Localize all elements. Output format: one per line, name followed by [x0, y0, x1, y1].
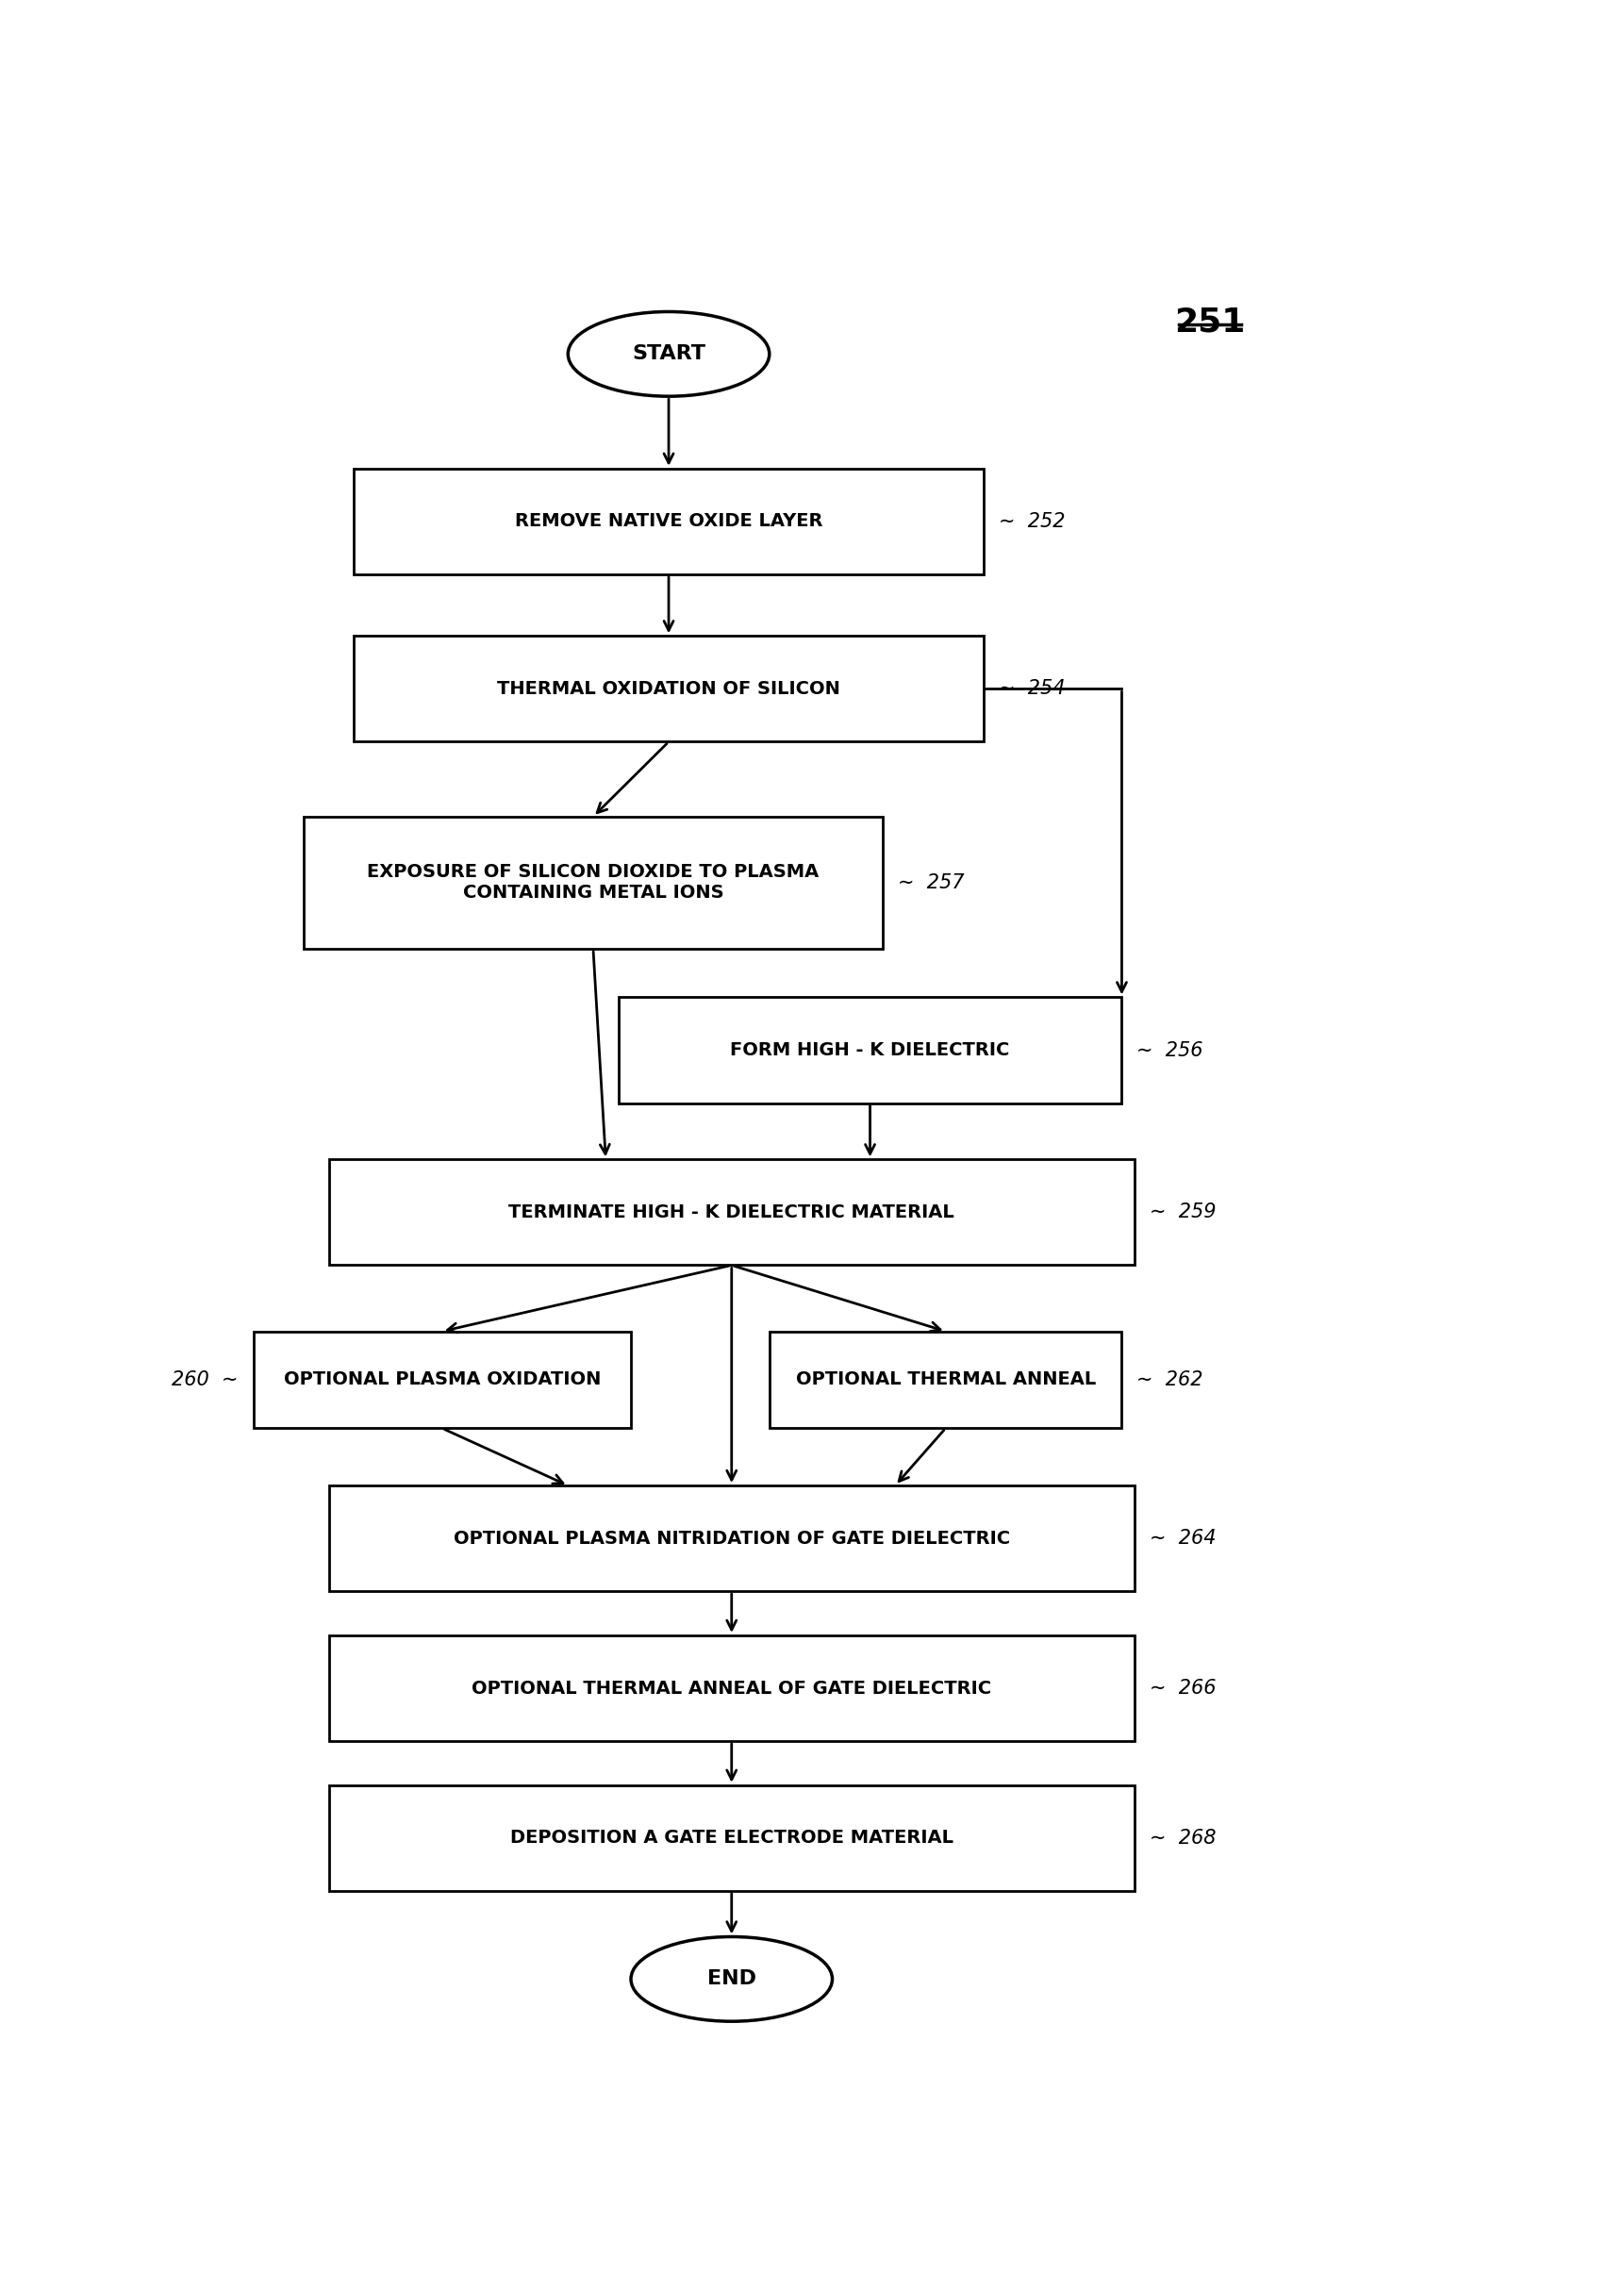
Text: ∼  252: ∼ 252 — [999, 513, 1065, 531]
Text: ∼  264: ∼ 264 — [1150, 1529, 1216, 1547]
Text: OPTIONAL THERMAL ANNEAL: OPTIONAL THERMAL ANNEAL — [796, 1371, 1096, 1389]
FancyBboxPatch shape — [328, 1486, 1134, 1591]
Text: EXPOSURE OF SILICON DIOXIDE TO PLASMA
CONTAINING METAL IONS: EXPOSURE OF SILICON DIOXIDE TO PLASMA CO… — [367, 863, 818, 902]
Text: START: START — [632, 346, 705, 364]
Text: TERMINATE HIGH - K DIELECTRIC MATERIAL: TERMINATE HIGH - K DIELECTRIC MATERIAL — [508, 1204, 955, 1222]
Text: ∼  262: ∼ 262 — [1137, 1371, 1203, 1389]
Text: 260  ∼: 260 ∼ — [172, 1371, 239, 1389]
Text: ∼  256: ∼ 256 — [1137, 1041, 1203, 1060]
Text: ∼  254: ∼ 254 — [999, 680, 1065, 698]
Text: ∼  257: ∼ 257 — [898, 874, 965, 893]
Text: OPTIONAL PLASMA NITRIDATION OF GATE DIELECTRIC: OPTIONAL PLASMA NITRIDATION OF GATE DIEL… — [453, 1529, 1010, 1547]
Text: END: END — [706, 1969, 757, 1989]
Text: DEPOSITION A GATE ELECTRODE MATERIAL: DEPOSITION A GATE ELECTRODE MATERIAL — [510, 1829, 953, 1847]
Text: FORM HIGH - K DIELECTRIC: FORM HIGH - K DIELECTRIC — [731, 1041, 1010, 1060]
Text: ∼  268: ∼ 268 — [1150, 1829, 1216, 1847]
Text: 251: 251 — [1174, 307, 1246, 339]
FancyBboxPatch shape — [328, 1785, 1134, 1891]
Text: ∼  259: ∼ 259 — [1150, 1204, 1216, 1222]
Ellipse shape — [568, 311, 770, 396]
Text: OPTIONAL THERMAL ANNEAL OF GATE DIELECTRIC: OPTIONAL THERMAL ANNEAL OF GATE DIELECTR… — [471, 1680, 992, 1696]
Ellipse shape — [630, 1936, 831, 2021]
FancyBboxPatch shape — [619, 998, 1122, 1103]
Text: ∼  266: ∼ 266 — [1150, 1678, 1216, 1698]
Text: OPTIONAL PLASMA OXIDATION: OPTIONAL PLASMA OXIDATION — [284, 1371, 601, 1389]
FancyBboxPatch shape — [304, 817, 883, 950]
FancyBboxPatch shape — [328, 1161, 1134, 1266]
FancyBboxPatch shape — [354, 469, 983, 575]
FancyBboxPatch shape — [328, 1634, 1134, 1742]
FancyBboxPatch shape — [770, 1332, 1122, 1428]
FancyBboxPatch shape — [354, 636, 983, 742]
Text: REMOVE NATIVE OXIDE LAYER: REMOVE NATIVE OXIDE LAYER — [515, 513, 823, 531]
FancyBboxPatch shape — [253, 1332, 630, 1428]
Text: THERMAL OXIDATION OF SILICON: THERMAL OXIDATION OF SILICON — [497, 680, 840, 698]
